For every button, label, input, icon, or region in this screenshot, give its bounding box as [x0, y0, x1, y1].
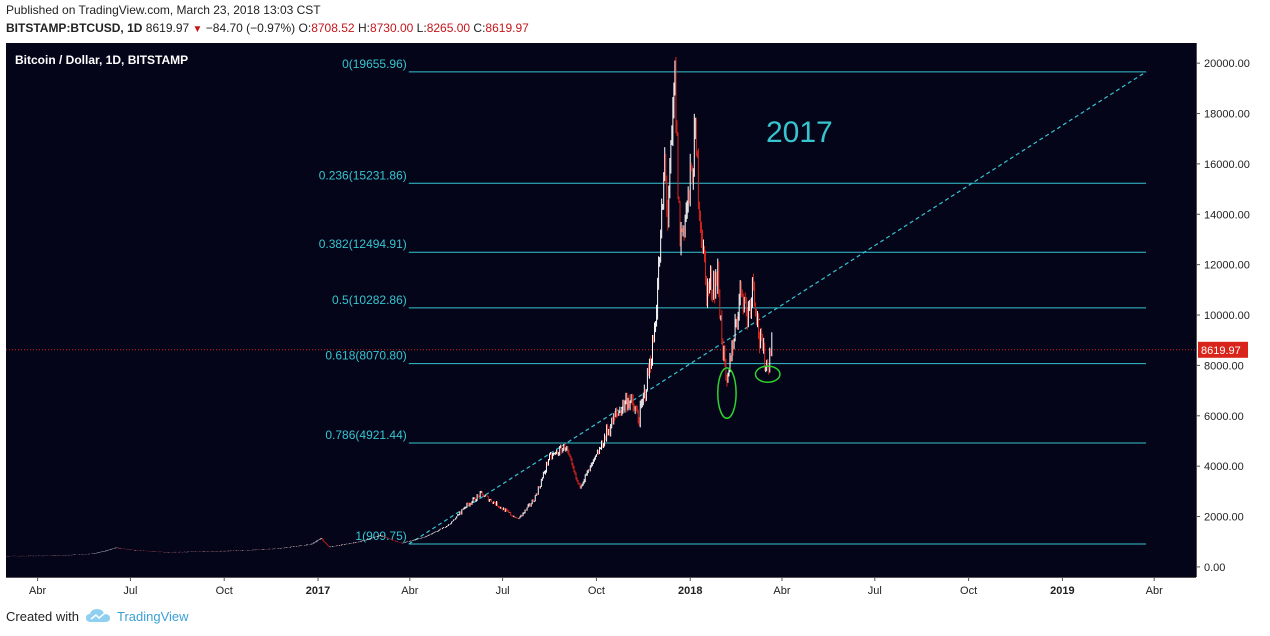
- time-tick-label: Oct: [588, 585, 605, 597]
- time-tick-label: Oct: [216, 585, 233, 597]
- price-tick-label: 6000.00: [1204, 411, 1244, 423]
- time-tick-label: 2019: [1050, 585, 1074, 597]
- chart-container[interactable]: 0(19655.96) 0.236(15231.86) 0.382(12494.91…: [5, 43, 1264, 600]
- price-tick-label: 20000.00: [1204, 58, 1250, 70]
- fib-level-label: 0.382(12494.91): [319, 237, 407, 251]
- down-arrow-icon: ▼: [192, 24, 203, 35]
- close-label: C:: [473, 21, 486, 35]
- price-tick-label: 4000.00: [1204, 461, 1244, 473]
- close-value: 8619.97: [485, 21, 529, 35]
- low-value: 8265.00: [426, 21, 471, 35]
- time-tick-label: 2018: [678, 585, 702, 597]
- created-with-text: Created with: [6, 608, 79, 624]
- symbol-name: BITSTAMP:BTCUSD, 1D: [6, 21, 143, 35]
- annotation-2017[interactable]: 2017: [766, 116, 833, 149]
- trendline[interactable]: [408, 71, 1147, 545]
- plot-area[interactable]: [6, 43, 1196, 577]
- price-tick-label: 14000.00: [1204, 209, 1250, 221]
- price-tick-label: 0.00: [1204, 562, 1225, 574]
- footer: Created with TradingView: [6, 608, 189, 624]
- highlights[interactable]: [717, 365, 781, 420]
- candles: [5, 56, 773, 557]
- time-tick-label: Abr: [401, 585, 418, 597]
- trendline-dashed[interactable]: [408, 71, 1147, 545]
- time-tick-label: Abr: [773, 585, 790, 597]
- tradingview-logo-text[interactable]: TradingView: [116, 608, 189, 624]
- open-label: O:: [298, 21, 312, 35]
- open-value: 8708.52: [311, 21, 355, 35]
- price-chart[interactable]: 0(19655.96) 0.236(15231.86) 0.382(12494.91…: [5, 43, 1264, 600]
- symbol-info-line: BITSTAMP:BTCUSD, 1D 8619.97 ▼ −84.70 (−0…: [6, 21, 529, 35]
- price-tick-label: 18000.00: [1204, 109, 1250, 121]
- last-price: 8619.97: [145, 21, 190, 35]
- time-tick-label: Oct: [960, 585, 977, 597]
- fib-level-label: 1(909.75): [355, 529, 406, 543]
- current-price-marker-text: 8619.97: [1201, 345, 1241, 357]
- time-tick-label: Abr: [29, 585, 46, 597]
- highlight-ellipse[interactable]: [754, 365, 781, 384]
- current-price-marker: [1198, 341, 1248, 358]
- fib-level-label: 0(19655.96): [342, 57, 407, 71]
- price-change: −84.70 (−0.97%): [205, 21, 296, 35]
- fib-level-label: 0.786(4921.44): [325, 428, 406, 442]
- chart-title: Bitcoin / Dollar, 1D, BITSTAMP: [15, 53, 188, 67]
- price-tick-label: 16000.00: [1204, 159, 1250, 171]
- price-tick-label: 12000.00: [1204, 260, 1250, 272]
- highlight-ellipse[interactable]: [717, 367, 737, 420]
- price-tick-label: 8000.00: [1204, 360, 1244, 372]
- price-tick-label: 2000.00: [1204, 512, 1244, 524]
- published-info: Published on TradingView.com, March 23, …: [6, 3, 321, 17]
- price-tick-label: 10000.00: [1204, 310, 1250, 322]
- fib-level-label: 0.5(10282.86): [332, 293, 407, 307]
- time-tick-label: Jul: [868, 585, 882, 597]
- high-label: H:: [357, 21, 370, 35]
- fib-level-label: 0.236(15231.86): [319, 168, 407, 182]
- time-tick-label: 2017: [306, 585, 330, 597]
- low-label: L:: [416, 21, 427, 35]
- price-axis[interactable]: 0.00 2000.00 4000.00 6000.00 8000.00 10000.00…: [1196, 43, 1250, 577]
- high-value: 8730.00: [369, 21, 414, 35]
- time-tick-label: Jul: [496, 585, 510, 597]
- time-axis[interactable]: Abr Jul Oct 2017 Abr Jul Oct 2018 Abr Jul Oct 2019 A…: [6, 577, 1196, 597]
- cloud-icon: [85, 609, 110, 622]
- fib-retracement[interactable]: 0(19655.96) 0.236(15231.86) 0.382(12494.91…: [319, 57, 1147, 545]
- fib-level-label: 0.618(8070.80): [325, 349, 406, 363]
- time-tick-label: Abr: [1146, 585, 1163, 597]
- time-tick-label: Jul: [123, 585, 137, 597]
